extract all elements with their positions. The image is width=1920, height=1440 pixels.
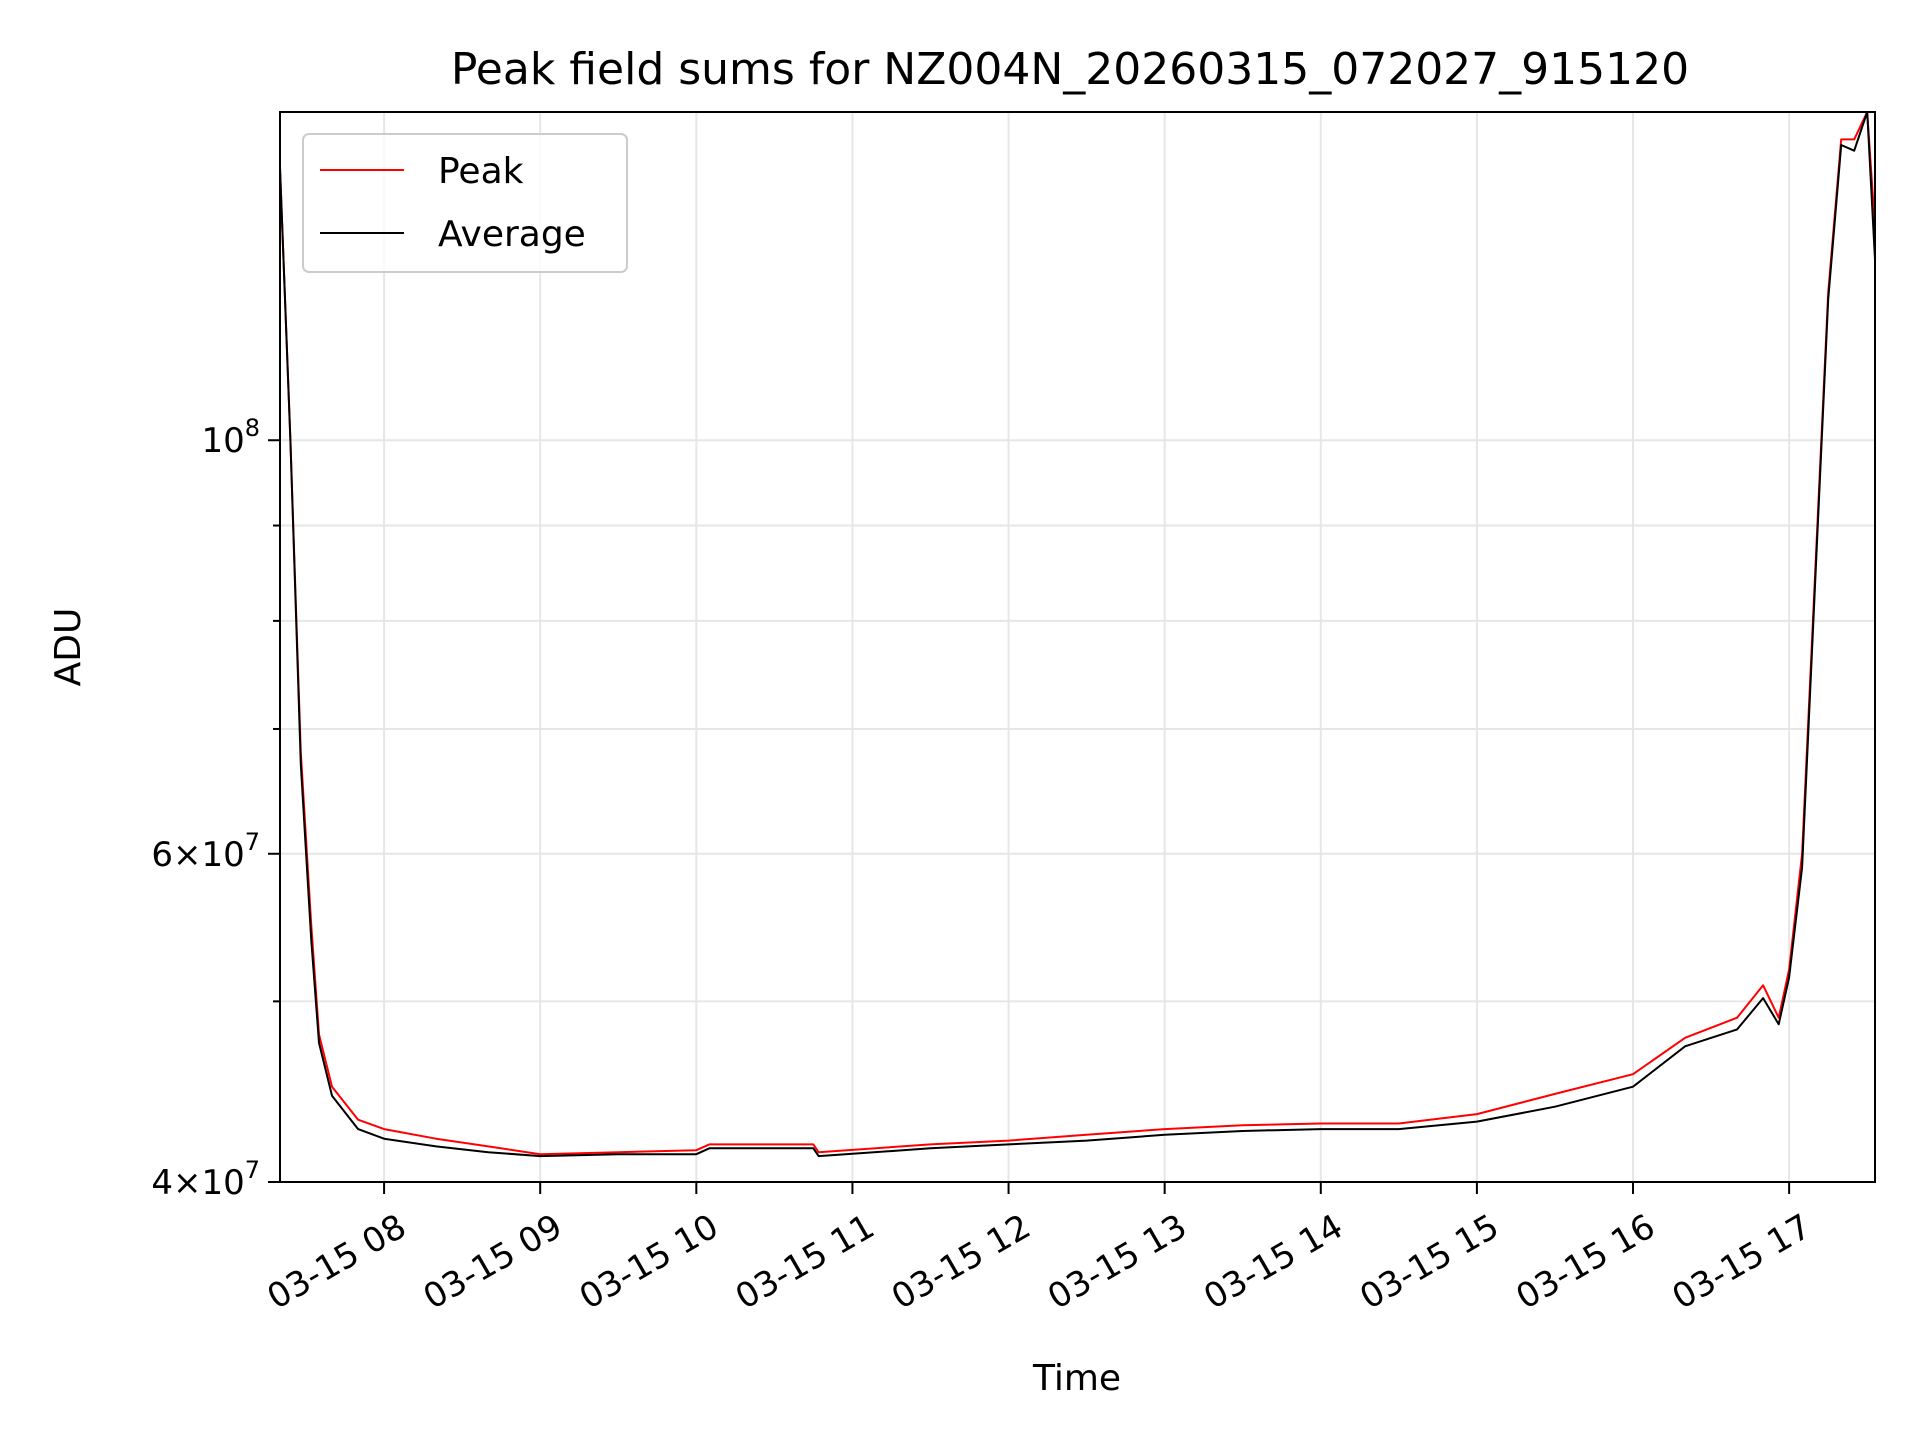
series-group <box>279 111 1876 1158</box>
chart-title: Peak field sums for NZ004N_20260315_0720… <box>451 44 1689 95</box>
plot-frame <box>279 111 1876 1183</box>
series-line-average <box>279 111 1876 1158</box>
y-tick-label: 6×107 <box>151 828 260 875</box>
series-line-peak <box>279 111 1876 1156</box>
y-tick-label: 4×107 <box>151 1156 260 1203</box>
legend-box <box>302 133 628 273</box>
y-axis-label: ADU <box>48 608 89 687</box>
legend-label: Peak <box>438 151 524 192</box>
legend: Peak Average <box>302 133 628 273</box>
legend-label: Average <box>438 214 586 255</box>
x-axis-label: Time <box>1032 1358 1121 1399</box>
